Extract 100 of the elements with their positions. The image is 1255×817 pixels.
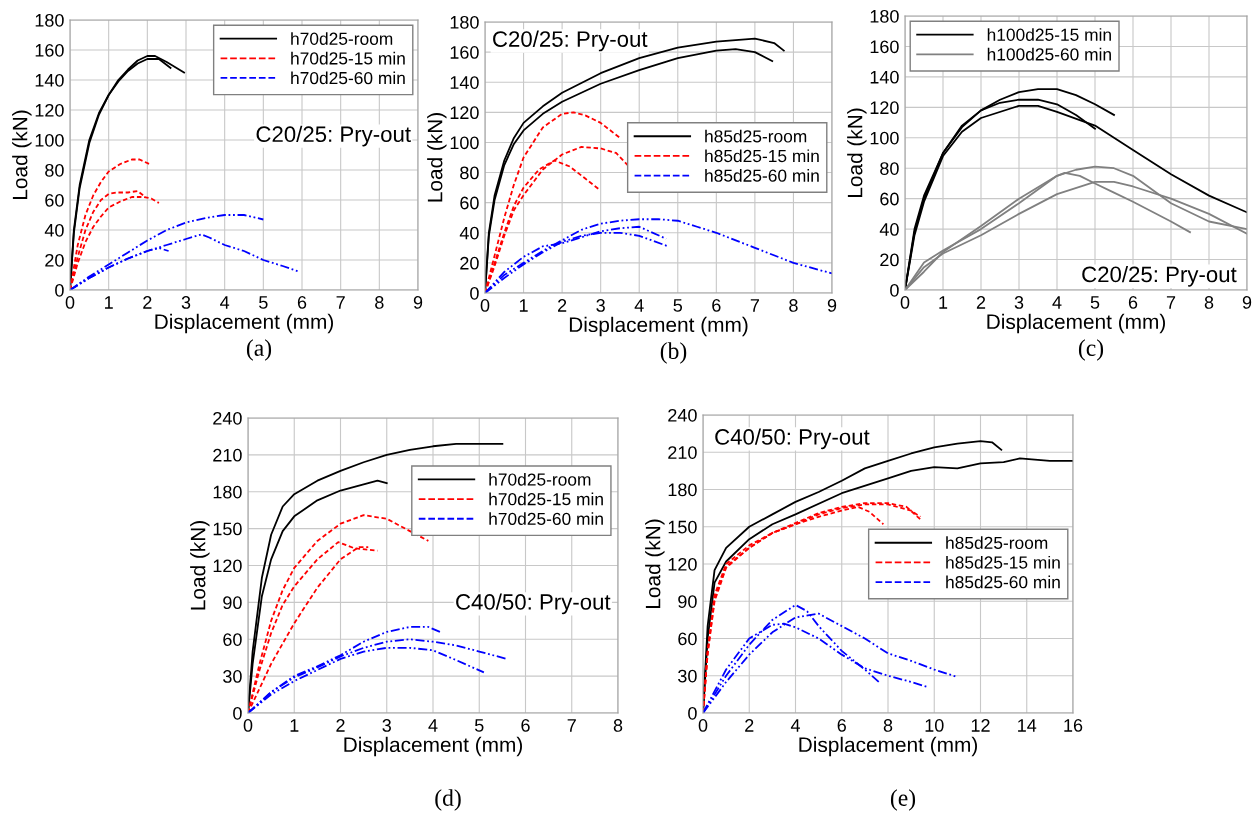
y-axis-title: Load (kN) — [427, 113, 447, 202]
x-tick-label: 4 — [220, 296, 230, 309]
y-tick-label: 30 — [223, 670, 242, 683]
x-tick-label: 6 — [712, 299, 721, 312]
y-tick-label: 20 — [45, 253, 64, 267]
x-tick-label: 7 — [336, 296, 345, 309]
y-tick-label: 90 — [223, 596, 242, 610]
y-tick-label: 40 — [44, 223, 64, 237]
legend-label: h85d25-room — [946, 536, 1048, 549]
x-tick-label: 2 — [976, 296, 986, 309]
legend-label: h70d25-15 min — [489, 492, 603, 506]
x-tick-label: 4 — [1052, 296, 1062, 309]
y-tick-label: 120 — [668, 557, 697, 571]
y-tick-label: 210 — [668, 446, 697, 459]
x-tick-label: 7 — [567, 719, 576, 732]
y-tick-label: 100 — [870, 131, 899, 145]
y-tick-label: 120 — [35, 103, 64, 117]
x-axis-title: Displacement (mm) — [155, 313, 333, 334]
y-tick-label: 150 — [213, 522, 242, 536]
x-tick-label: 12 — [971, 719, 990, 732]
y-axis-title: Load (kN) — [645, 519, 665, 609]
y-tick-label: 180 — [35, 13, 64, 27]
y-tick-label: 0 — [233, 706, 242, 720]
y-tick-label: 120 — [450, 106, 479, 120]
y-tick-label: 140 — [35, 73, 64, 87]
x-tick-label: 8 — [613, 719, 623, 732]
x-tick-label: 2 — [745, 719, 754, 732]
x-tick-label: 4 — [428, 719, 438, 732]
x-axis-title: Displacement (mm) — [987, 313, 1165, 334]
y-tick-label: 120 — [870, 101, 899, 115]
y-tick-label: 60 — [223, 633, 242, 646]
x-tick-label: 2 — [143, 296, 152, 309]
x-tick-label: 1 — [105, 296, 113, 309]
annotation: C20/25: Pry-out — [493, 30, 648, 52]
y-tick-label: 80 — [460, 166, 479, 180]
legend-label: h70d25-15 min — [291, 51, 405, 65]
x-tick-label: 14 — [1018, 719, 1037, 732]
annotation: C20/25: Pry-out — [256, 125, 411, 147]
y-tick-label: 240 — [668, 408, 697, 422]
x-tick-label: 9 — [1242, 296, 1252, 309]
x-tick-label: 5 — [259, 296, 268, 309]
x-tick-label: 8 — [789, 299, 798, 312]
x-tick-label: 1 — [290, 719, 299, 732]
x-tick-label: 3 — [382, 719, 391, 732]
x-tick-label: 8 — [375, 296, 384, 309]
y-tick-label: 180 — [213, 485, 242, 499]
y-tick-label: 140 — [450, 76, 479, 89]
text: (e) — [890, 789, 916, 811]
y-tick-label: 180 — [668, 483, 697, 497]
y-tick-label: 120 — [213, 559, 242, 573]
x-axis-title: Displacement (mm) — [799, 736, 977, 757]
annotation: C20/25: Pry-out — [1082, 265, 1237, 287]
x-tick-label: 9 — [413, 296, 423, 309]
y-tick-label: 90 — [678, 595, 697, 608]
text: (d) — [435, 789, 461, 811]
y-tick-label: 20 — [880, 253, 899, 267]
legend-label: h85d25-15 min — [946, 555, 1060, 569]
y-tick-label: 0 — [688, 706, 697, 720]
x-tick-label: 5 — [474, 719, 484, 732]
text: (a) — [246, 339, 272, 361]
x-tick-label: 7 — [750, 299, 759, 312]
x-tick-label: 3 — [596, 299, 605, 312]
text: (c) — [1078, 339, 1104, 361]
y-tick-label: 30 — [678, 669, 697, 683]
y-tick-label: 180 — [450, 15, 479, 29]
x-tick-label: 7 — [1166, 296, 1176, 309]
x-tick-label: 0 — [698, 719, 708, 732]
y-tick-label: 40 — [879, 223, 899, 236]
y-tick-label: 60 — [460, 196, 479, 210]
y-axis-title: Load (kN) — [190, 521, 210, 610]
x-tick-label: 0 — [900, 296, 910, 309]
x-tick-label: 1 — [519, 299, 528, 312]
legend-label: h70d25-room — [489, 472, 591, 486]
x-tick-label: 8 — [883, 719, 893, 732]
x-tick-label: 4 — [790, 719, 800, 732]
legend-label: h85d25-60 min — [946, 575, 1060, 589]
y-tick-label: 0 — [890, 283, 899, 297]
legend-label: h100d25-15 min — [987, 28, 1111, 41]
x-tick-label: 1 — [939, 296, 948, 309]
y-tick-label: 180 — [870, 9, 899, 23]
y-tick-label: 0 — [55, 283, 64, 297]
y-tick-label: 150 — [668, 520, 697, 534]
legend-label: h70d25-room — [291, 32, 393, 45]
y-tick-label: 240 — [213, 411, 242, 425]
x-tick-label: 0 — [65, 296, 75, 309]
y-axis-title: Load (kN) — [12, 110, 32, 200]
y-tick-label: 60 — [45, 193, 64, 207]
x-tick-label: 16 — [1064, 719, 1083, 732]
x-tick-label: 4 — [634, 299, 644, 312]
x-tick-label: 0 — [243, 719, 253, 732]
x-tick-label: 5 — [673, 299, 683, 312]
y-tick-label: 60 — [678, 632, 697, 646]
x-tick-label: 10 — [925, 719, 944, 732]
y-tick-label: 100 — [35, 133, 64, 147]
x-axis-title: Displacement (mm) — [344, 736, 522, 757]
legend-label: h100d25-60 min — [987, 47, 1111, 61]
y-tick-label: 160 — [870, 40, 899, 54]
annotation: C40/50: Pry-out — [715, 428, 870, 450]
x-tick-label: 0 — [480, 299, 490, 312]
x-tick-label: 5 — [1090, 296, 1100, 309]
